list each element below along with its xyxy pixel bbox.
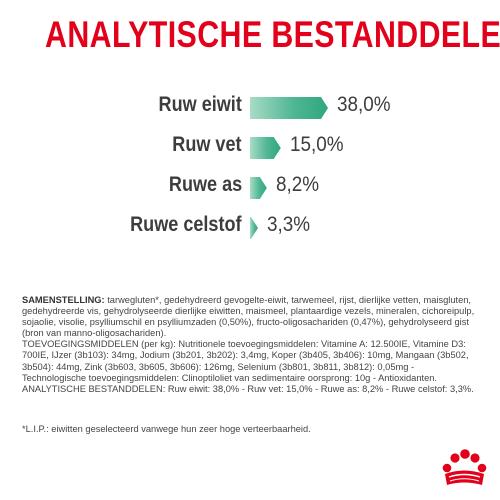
analytics-label: Ruw vet — [172, 133, 242, 156]
analytics-value: 3,3% — [267, 213, 311, 236]
analytics-label: Ruwe as — [168, 173, 242, 196]
analytics-label: Ruwe celstof — [130, 213, 242, 236]
composition-ingredients: tarwegluten*, gedehydreerd gevogelte-eiw… — [22, 295, 475, 339]
analytics-value: 15,0% — [289, 133, 344, 156]
analytics-value: 8,2% — [275, 173, 319, 196]
analytics-label: Ruw eiwit — [158, 93, 242, 116]
analytics-row-ash: Ruwe as 8,2% — [0, 172, 500, 202]
analytics-bar — [250, 137, 281, 159]
analytics-row-fat: Ruw vet 15,0% — [0, 132, 500, 162]
page-title: ANALYTISCHE BESTANDDELEN — [45, 14, 500, 55]
analytics-bar — [250, 217, 258, 239]
analytics-value: 38,0% — [337, 93, 391, 116]
royal-canin-crown-icon — [442, 449, 487, 485]
footnote: *L.I.P.: eiwitten geselecteerd vanwege h… — [22, 424, 311, 434]
analytics-bar — [250, 177, 267, 199]
analytics-row-fibre: Ruwe celstof 3,3% — [0, 212, 500, 242]
additives-paragraph: TOEVOEGINGSMIDDELEN (per kg): Nutritione… — [22, 339, 469, 383]
analytics-row-protein: Ruw eiwit 38,0% — [0, 92, 500, 122]
composition-heading: SAMENSTELLING: — [22, 295, 105, 305]
composition-paragraph: SAMENSTELLING: tarwegluten*, gedehydreer… — [22, 295, 478, 339]
analytics-bar — [250, 97, 328, 119]
composition-text: SAMENSTELLING: tarwegluten*, gedehydreer… — [22, 295, 478, 395]
analysis-paragraph: ANALYTISCHE BESTANDDELEN: Ruw eiwit: 38,… — [22, 383, 474, 394]
